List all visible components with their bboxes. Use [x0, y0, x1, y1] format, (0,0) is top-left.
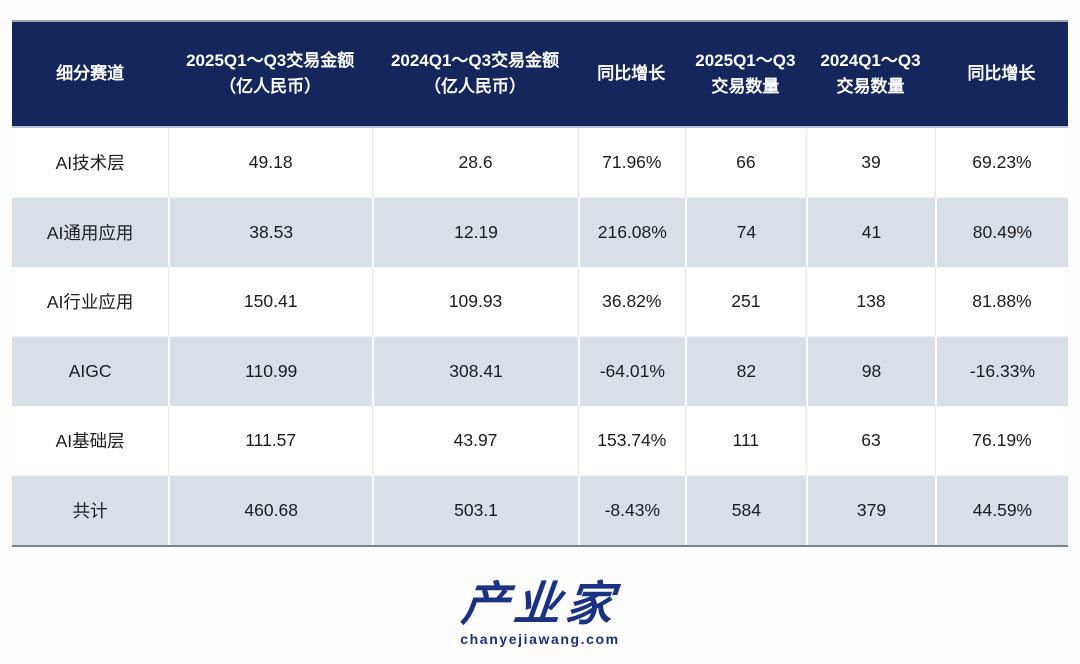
cell-segment: AI通用应用 [12, 198, 169, 267]
header-label: 同比增长 [597, 63, 666, 83]
cell-amount-2025: 460.68 [168, 476, 373, 545]
logo-domain: chanyejiawang.com [460, 630, 620, 647]
col-header-deals-yoy: 同比增长 [934, 22, 1068, 128]
cell-amount-yoy: 71.96% [577, 128, 685, 198]
header-label-line2: （亿人民币） [424, 77, 527, 96]
table-row-ai-general-app: AI通用应用 38.53 12.19 216.08% 74 41 80.49% [12, 198, 1068, 267]
table-row-total: 共计 460.68 503.1 -8.43% 584 379 44.59% [12, 476, 1068, 545]
footer-logo: 产业家 chanyejiawang.com [0, 577, 1080, 647]
cell-amount-yoy: 153.74% [577, 406, 685, 476]
cell-deals-2025: 251 [684, 267, 807, 337]
header-label: 2024Q1～Q3 [820, 50, 921, 70]
cell-deals-2025: 82 [684, 337, 807, 406]
header-label-line2: 交易数量 [836, 77, 905, 96]
cell-amount-2025: 49.18 [168, 128, 373, 198]
header-label: 同比增长 [967, 63, 1036, 83]
cell-deals-yoy: 80.49% [934, 198, 1068, 267]
cell-amount-2024: 12.19 [372, 198, 578, 267]
cell-deals-yoy: 69.23% [934, 128, 1068, 198]
cell-deals-2024: 379 [806, 476, 935, 545]
col-header-deals-2025: 2025Q1～Q3 交易数量 [684, 22, 807, 128]
ai-deals-table: 细分赛道 2025Q1～Q3交易金额 （亿人民币） 2024Q1～Q3交易金额 （亿… [12, 20, 1068, 547]
cell-deals-2025: 111 [684, 406, 807, 476]
cell-amount-2025: 38.53 [168, 198, 373, 267]
table-row-ai-industry-app: AI行业应用 150.41 109.93 36.82% 251 138 81.8… [12, 267, 1068, 337]
cell-segment: AIGC [12, 337, 169, 406]
cell-amount-2024: 109.93 [372, 267, 578, 337]
cell-deals-yoy: 81.88% [934, 267, 1068, 337]
header-label: 2024Q1～Q3交易金额 [390, 50, 560, 70]
cell-amount-yoy: -64.01% [577, 337, 685, 406]
table-header: 细分赛道 2025Q1～Q3交易金额 （亿人民币） 2024Q1～Q3交易金额 （亿… [12, 22, 1068, 128]
cell-deals-2025: 584 [684, 476, 807, 545]
col-header-amount-2025: 2025Q1～Q3交易金额 （亿人民币） [168, 22, 373, 128]
col-header-amount-yoy: 同比增长 [577, 22, 685, 128]
cell-amount-2024: 43.97 [372, 406, 578, 476]
cell-segment: 共计 [12, 476, 169, 545]
cell-deals-yoy: 76.19% [934, 406, 1068, 476]
col-header-segment: 细分赛道 [12, 22, 169, 128]
cell-deals-2024: 39 [806, 128, 935, 198]
logo-wordmark: 产业家 [459, 577, 621, 630]
cell-amount-2025: 150.41 [168, 267, 373, 337]
cell-deals-2025: 74 [684, 198, 807, 267]
header-label: 细分赛道 [56, 63, 125, 83]
cell-amount-yoy: 36.82% [577, 267, 685, 337]
table-row-ai-tech: AI技术层 49.18 28.6 71.96% 66 39 69.23% [12, 128, 1068, 198]
cell-deals-2024: 41 [806, 198, 935, 267]
cell-amount-2024: 308.41 [372, 337, 578, 406]
cell-amount-2025: 110.99 [168, 337, 373, 406]
table-row-ai-infrastructure: AI基础层 111.57 43.97 153.74% 111 63 76.19% [12, 406, 1068, 476]
cell-segment: AI技术层 [12, 128, 169, 198]
cell-deals-yoy: 44.59% [934, 476, 1068, 545]
cell-amount-2024: 28.6 [372, 128, 578, 198]
cell-deals-yoy: -16.33% [934, 337, 1068, 406]
col-header-amount-2024: 2024Q1～Q3交易金额 （亿人民币） [372, 22, 578, 128]
cell-deals-2025: 66 [684, 128, 807, 198]
cell-amount-yoy: 216.08% [577, 198, 685, 267]
cell-deals-2024: 138 [806, 267, 935, 337]
cell-segment: AI行业应用 [12, 267, 169, 337]
cell-deals-2024: 63 [806, 406, 935, 476]
table-body: AI技术层 49.18 28.6 71.96% 66 39 69.23% AI通… [12, 128, 1068, 545]
cell-amount-2024: 503.1 [372, 476, 578, 545]
cell-deals-2024: 98 [806, 337, 935, 406]
header-label-line2: 交易数量 [711, 77, 780, 96]
cell-segment: AI基础层 [12, 406, 169, 476]
header-label: 2025Q1～Q3 [695, 50, 796, 70]
header-label: 2025Q1～Q3交易金额 [186, 50, 355, 70]
cell-amount-2025: 111.57 [168, 406, 373, 476]
cell-amount-yoy: -8.43% [577, 476, 685, 545]
data-table: 细分赛道 2025Q1～Q3交易金额 （亿人民币） 2024Q1～Q3交易金额 （亿… [12, 22, 1068, 545]
col-header-deals-2024: 2024Q1～Q3 交易数量 [806, 22, 935, 128]
table-row-aigc: AIGC 110.99 308.41 -64.01% 82 98 -16.33% [12, 337, 1068, 406]
header-label-line2: （亿人民币） [219, 77, 322, 96]
header-row: 细分赛道 2025Q1～Q3交易金额 （亿人民币） 2024Q1～Q3交易金额 （亿… [12, 22, 1068, 128]
